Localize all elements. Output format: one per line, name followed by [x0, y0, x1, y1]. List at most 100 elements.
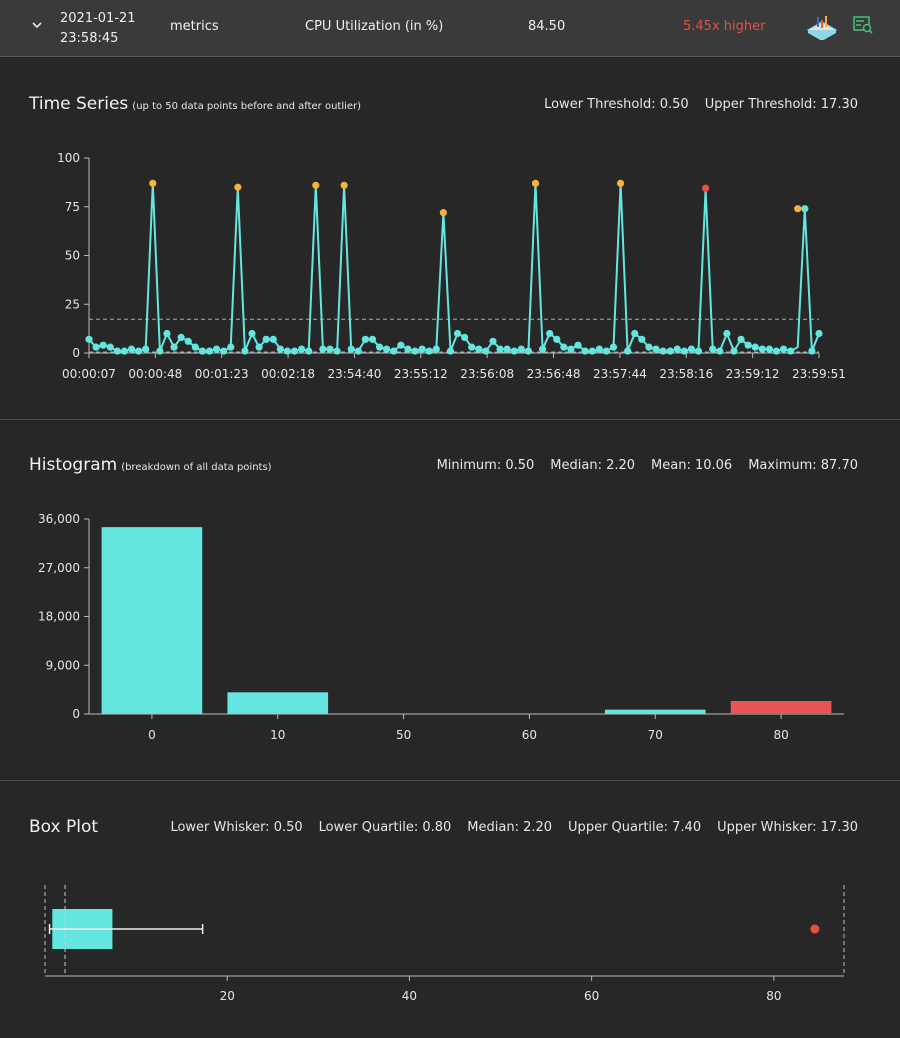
outlier-point: [312, 181, 320, 189]
histogram-bar: [604, 709, 706, 714]
data-point: [361, 335, 370, 343]
data-point: [305, 347, 313, 355]
x-tick-label: 40: [402, 989, 417, 1003]
timeseries-title: Time Series (up to 50 data points before …: [29, 94, 362, 114]
data-point: [113, 347, 121, 355]
data-point: [567, 345, 575, 353]
data-point: [652, 345, 660, 353]
stat-upper-whisker: Upper Whisker: 17.30: [717, 820, 858, 835]
data-point: [553, 335, 561, 343]
y-tick-label: 50: [65, 249, 80, 263]
data-point: [390, 347, 398, 355]
data-point: [461, 333, 469, 341]
alert-source: metrics: [170, 19, 219, 34]
x-tick-label: 23:59:51: [792, 367, 846, 381]
x-tick-label: 23:56:48: [527, 367, 581, 381]
data-point: [262, 335, 270, 343]
chevron-down-icon[interactable]: [30, 18, 44, 32]
data-point: [135, 347, 143, 355]
data-point: [290, 347, 299, 355]
data-point: [744, 341, 752, 349]
data-point: [156, 347, 164, 355]
histogram-bar: [730, 701, 832, 714]
outlier-point: [794, 205, 802, 213]
x-tick-label: 50: [396, 728, 411, 742]
stat-lower-whisker: Lower Whisker: 0.50: [170, 820, 303, 835]
data-point: [383, 345, 391, 353]
stat-mean: Mean: 10.06: [651, 458, 733, 473]
timeseries-thresholds: Lower Threshold: 0.50 Upper Threshold: 1…: [544, 97, 858, 112]
data-point: [85, 335, 93, 343]
y-tick-label: 75: [65, 200, 80, 214]
data-point: [758, 345, 766, 353]
data-point: [687, 345, 696, 353]
histogram-stats: Minimum: 0.50 Median: 2.20 Mean: 10.06 M…: [437, 458, 858, 473]
data-point: [772, 347, 781, 355]
data-point: [489, 337, 497, 345]
data-point: [602, 347, 610, 355]
y-tick-label: 0: [72, 346, 80, 360]
data-point: [680, 347, 688, 355]
stat-median: Median: 2.20: [550, 458, 636, 473]
data-point: [751, 343, 759, 351]
data-point: [411, 347, 419, 355]
data-point: [227, 343, 235, 351]
data-point: [99, 341, 107, 349]
histogram-title: Histogram (breakdown of all data points): [29, 455, 272, 475]
outlier-point: [531, 179, 540, 187]
x-tick-label: 23:56:08: [460, 367, 514, 381]
data-point: [425, 347, 433, 355]
x-tick-label: 00:00:07: [62, 367, 116, 381]
outlier-point: [340, 181, 348, 189]
histogram-bar: [227, 692, 329, 714]
data-point: [184, 337, 192, 345]
data-point: [787, 347, 795, 355]
data-point: [765, 345, 773, 353]
alert-delta: 5.45x higher: [683, 19, 766, 34]
data-point: [737, 335, 745, 343]
series-line: [88, 183, 820, 354]
x-tick-label: 70: [648, 728, 663, 742]
data-point: [333, 347, 341, 355]
data-point: [404, 345, 412, 353]
data-point: [120, 347, 129, 355]
data-point: [319, 345, 327, 353]
data-point: [723, 329, 731, 338]
data-point: [269, 335, 277, 343]
data-point: [538, 345, 547, 353]
outlier-point: [616, 179, 625, 187]
stat-upper-quartile: Upper Quartile: 7.40: [568, 820, 702, 835]
data-point: [298, 345, 306, 353]
data-point: [205, 347, 214, 355]
stat-lower-quartile: Lower Quartile: 0.80: [318, 820, 452, 835]
data-point: [354, 347, 362, 355]
data-point: [510, 347, 518, 355]
alert-row[interactable]: 2021-01-21 23:58:45 metrics CPU Utilizati…: [0, 0, 900, 57]
inspect-icon[interactable]: [852, 14, 874, 36]
data-point: [283, 347, 292, 355]
boxplot-chart: 20 40 60 80: [44, 885, 845, 1003]
data-point: [666, 347, 674, 355]
data-point: [468, 343, 476, 351]
data-point: [779, 345, 788, 353]
x-tick-label: 23:59:12: [726, 367, 780, 381]
heatmap-icon[interactable]: [806, 14, 838, 40]
data-point: [588, 347, 596, 355]
y-tick-label: 36,000: [38, 512, 80, 526]
outlier-point: [439, 209, 447, 217]
x-tick-label: 60: [584, 989, 599, 1003]
data-point: [659, 347, 667, 355]
data-point: [198, 347, 206, 355]
data-point: [801, 205, 809, 213]
data-point: [418, 345, 426, 353]
y-tick-label: 9,000: [46, 658, 80, 672]
data-point: [609, 343, 618, 351]
data-point: [574, 341, 582, 349]
stat-minimum: Minimum: 0.50: [436, 458, 535, 473]
data-point: [375, 343, 384, 351]
lower-threshold: Lower Threshold: 0.50: [544, 97, 689, 112]
current-outlier-point: [702, 184, 710, 192]
data-point: [255, 343, 263, 351]
data-point: [432, 345, 440, 353]
x-tick-label: 20: [220, 989, 235, 1003]
